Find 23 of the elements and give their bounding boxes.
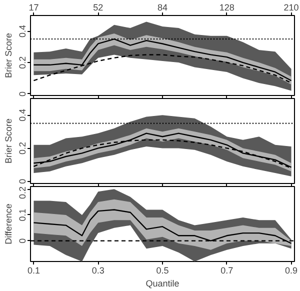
y-axis-title: Brier Score bbox=[4, 118, 14, 164]
y-tick-label: 0 bbox=[18, 178, 28, 184]
y-tick-label: 0.4 bbox=[18, 24, 28, 38]
x-tick-label: 0.5 bbox=[156, 266, 169, 276]
text: 84 bbox=[157, 2, 168, 12]
text: 128 bbox=[219, 2, 234, 12]
x-tick-label: 0.7 bbox=[220, 266, 234, 276]
y-axis-title: Brier Score bbox=[4, 32, 14, 78]
x-tick-label: 0.1 bbox=[27, 266, 40, 276]
y-tick-label: 0.4 bbox=[18, 108, 28, 122]
x-tick-label: 0.9 bbox=[285, 266, 298, 276]
x-tick-label: 0.3 bbox=[92, 266, 104, 276]
y-tick-label: 0 bbox=[18, 91, 28, 96]
y-tick-label: 0.2 bbox=[18, 142, 28, 154]
text: 17 bbox=[28, 2, 39, 12]
x-axis-title: Quantile bbox=[146, 278, 180, 288]
y-tick-label: 0.1 bbox=[18, 208, 28, 222]
y-tick-label: 0.2 bbox=[18, 186, 28, 200]
text: 52 bbox=[93, 2, 104, 12]
y-tick-label: 0 bbox=[18, 238, 28, 244]
y-tick-label: 0.2 bbox=[18, 56, 28, 69]
text: 210 bbox=[284, 2, 299, 12]
y-axis-title: Difference bbox=[4, 204, 14, 244]
